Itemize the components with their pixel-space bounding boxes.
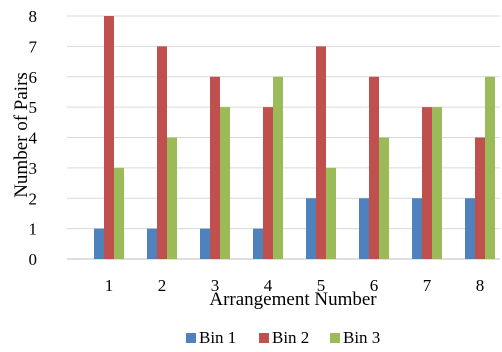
bar-bin-2-4 [263,107,273,259]
legend-label: Bin 2 [272,328,309,347]
bar-bin-2-1 [104,16,114,259]
y-axis-title: Number of Pairs [11,72,32,198]
bar-bin-3-5 [326,167,336,259]
bar-bin-2-2 [157,46,167,259]
y-tick-label: 1 [29,220,38,239]
bar-bin-3-3 [220,107,230,259]
bar-bin-1-2 [147,228,157,259]
bar-bin-2-6 [369,76,379,259]
gridlines [67,15,500,260]
x-tick-label: 4 [264,276,273,295]
y-tick-label: 7 [29,37,38,56]
bar-bin-1-8 [465,198,475,259]
bar-bin-3-8 [485,76,495,259]
bar-bin-3-2 [167,137,177,259]
bar-bin-3-7 [432,107,442,259]
bar-bin-3-6 [379,137,389,259]
bar-bin-3-1 [114,167,124,259]
legend-swatch [259,333,269,343]
x-tick-label: 6 [370,276,379,295]
bar-bin-3-4 [273,76,283,259]
bar-bin-1-4 [253,228,263,259]
y-tick-label: 3 [29,159,38,178]
bar-bin-1-6 [359,198,369,259]
x-tick-labels: 1 2 3 4 5 6 7 8 [105,276,485,295]
legend-swatch [330,333,340,343]
bar-bin-2-3 [210,76,220,259]
bar-bin-2-8 [475,137,485,259]
legend-label: Bin 3 [343,328,380,347]
x-tick-label: 3 [211,276,220,295]
legend: Bin 1 Bin 2 Bin 3 [186,328,380,347]
bar-bin-2-7 [422,107,432,259]
bar-bin-1-1 [94,228,104,259]
bar-bin-1-7 [412,198,422,259]
y-tick-label: 5 [29,98,38,117]
bar-bin-2-5 [316,46,326,259]
bar-bin-1-3 [200,228,210,259]
x-tick-label: 2 [158,276,167,295]
x-tick-label: 5 [317,276,326,295]
bar-bin-1-5 [306,198,316,259]
y-tick-label: 0 [29,250,38,269]
y-tick-labels: 0 1 2 3 4 5 6 7 8 [29,7,38,269]
y-tick-label: 8 [29,7,38,26]
bars [94,16,495,259]
x-tick-label: 7 [423,276,432,295]
y-tick-label: 4 [29,129,38,148]
y-tick-label: 2 [29,189,38,208]
x-tick-label: 1 [105,276,114,295]
legend-swatch [186,333,196,343]
legend-label: Bin 1 [199,328,236,347]
y-tick-label: 6 [29,68,38,87]
x-axis-title: Arrangement Number [209,289,377,310]
x-tick-label: 8 [476,276,485,295]
